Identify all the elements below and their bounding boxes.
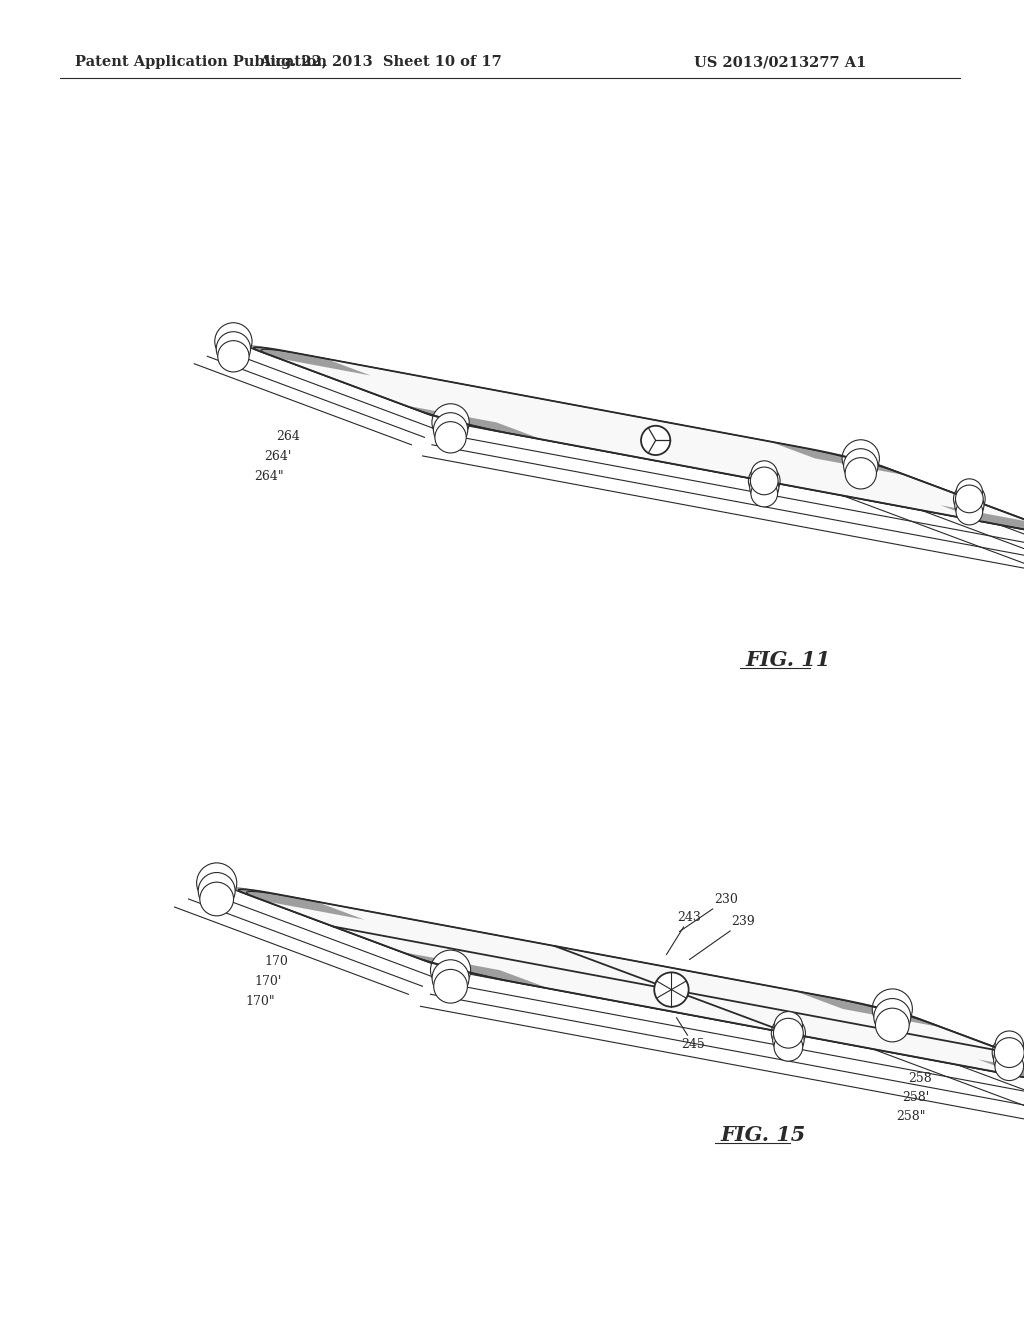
Text: 237: 237 [592,961,656,985]
Polygon shape [233,342,371,376]
Polygon shape [217,883,365,920]
Circle shape [773,1018,803,1048]
Circle shape [876,1008,909,1041]
Circle shape [199,873,236,909]
Text: US 2013/0213277 A1: US 2013/0213277 A1 [694,55,866,69]
Circle shape [654,973,689,1007]
Text: 264': 264' [264,450,292,463]
Circle shape [844,449,878,483]
Circle shape [749,465,780,496]
Text: 170': 170' [254,975,282,989]
Text: 264": 264" [254,470,284,483]
Circle shape [215,323,252,360]
Circle shape [433,413,468,447]
Circle shape [432,404,469,441]
Circle shape [993,1044,1024,1074]
Polygon shape [940,506,1024,540]
Circle shape [845,458,877,488]
Circle shape [872,989,912,1030]
Text: 230: 230 [680,894,738,932]
Circle shape [430,950,471,990]
Circle shape [995,1031,1023,1060]
Text: Aug. 22, 2013  Sheet 10 of 17: Aug. 22, 2013 Sheet 10 of 17 [259,55,502,69]
Text: 258": 258" [896,1110,926,1122]
Circle shape [218,341,249,372]
Polygon shape [239,890,1024,1090]
Circle shape [774,1011,803,1040]
Circle shape [216,331,251,366]
Circle shape [955,484,983,512]
Circle shape [956,498,983,525]
Text: 170: 170 [265,956,289,968]
Circle shape [954,491,984,520]
Circle shape [956,479,982,506]
Circle shape [751,461,777,487]
Circle shape [873,998,910,1035]
Circle shape [773,1024,804,1056]
Circle shape [992,1035,1024,1069]
Text: 170": 170" [245,995,274,1008]
Circle shape [751,467,778,495]
Polygon shape [401,952,549,989]
Circle shape [994,1038,1024,1068]
Circle shape [200,882,233,916]
Circle shape [197,863,237,903]
Text: FIG. 15: FIG. 15 [720,1125,805,1144]
Circle shape [434,969,467,1003]
Circle shape [995,1052,1024,1081]
Circle shape [641,426,671,455]
Circle shape [432,960,469,997]
Polygon shape [769,441,906,475]
Circle shape [842,440,880,477]
Circle shape [435,421,466,453]
Circle shape [751,480,777,507]
Polygon shape [404,405,543,440]
Text: 258': 258' [902,1090,929,1104]
Text: Patent Application Publication: Patent Application Publication [75,55,327,69]
Circle shape [953,483,985,515]
Circle shape [771,1016,806,1051]
Text: 258: 258 [907,1072,932,1085]
Circle shape [774,1032,803,1061]
Circle shape [750,473,779,502]
Text: 243: 243 [667,911,701,954]
Text: 264: 264 [276,430,300,444]
Polygon shape [978,1060,1024,1096]
Text: 239: 239 [689,915,756,960]
Polygon shape [254,347,1024,533]
Text: 245: 245 [677,1018,706,1051]
Polygon shape [794,990,942,1027]
Text: FIG. 11: FIG. 11 [745,649,830,671]
